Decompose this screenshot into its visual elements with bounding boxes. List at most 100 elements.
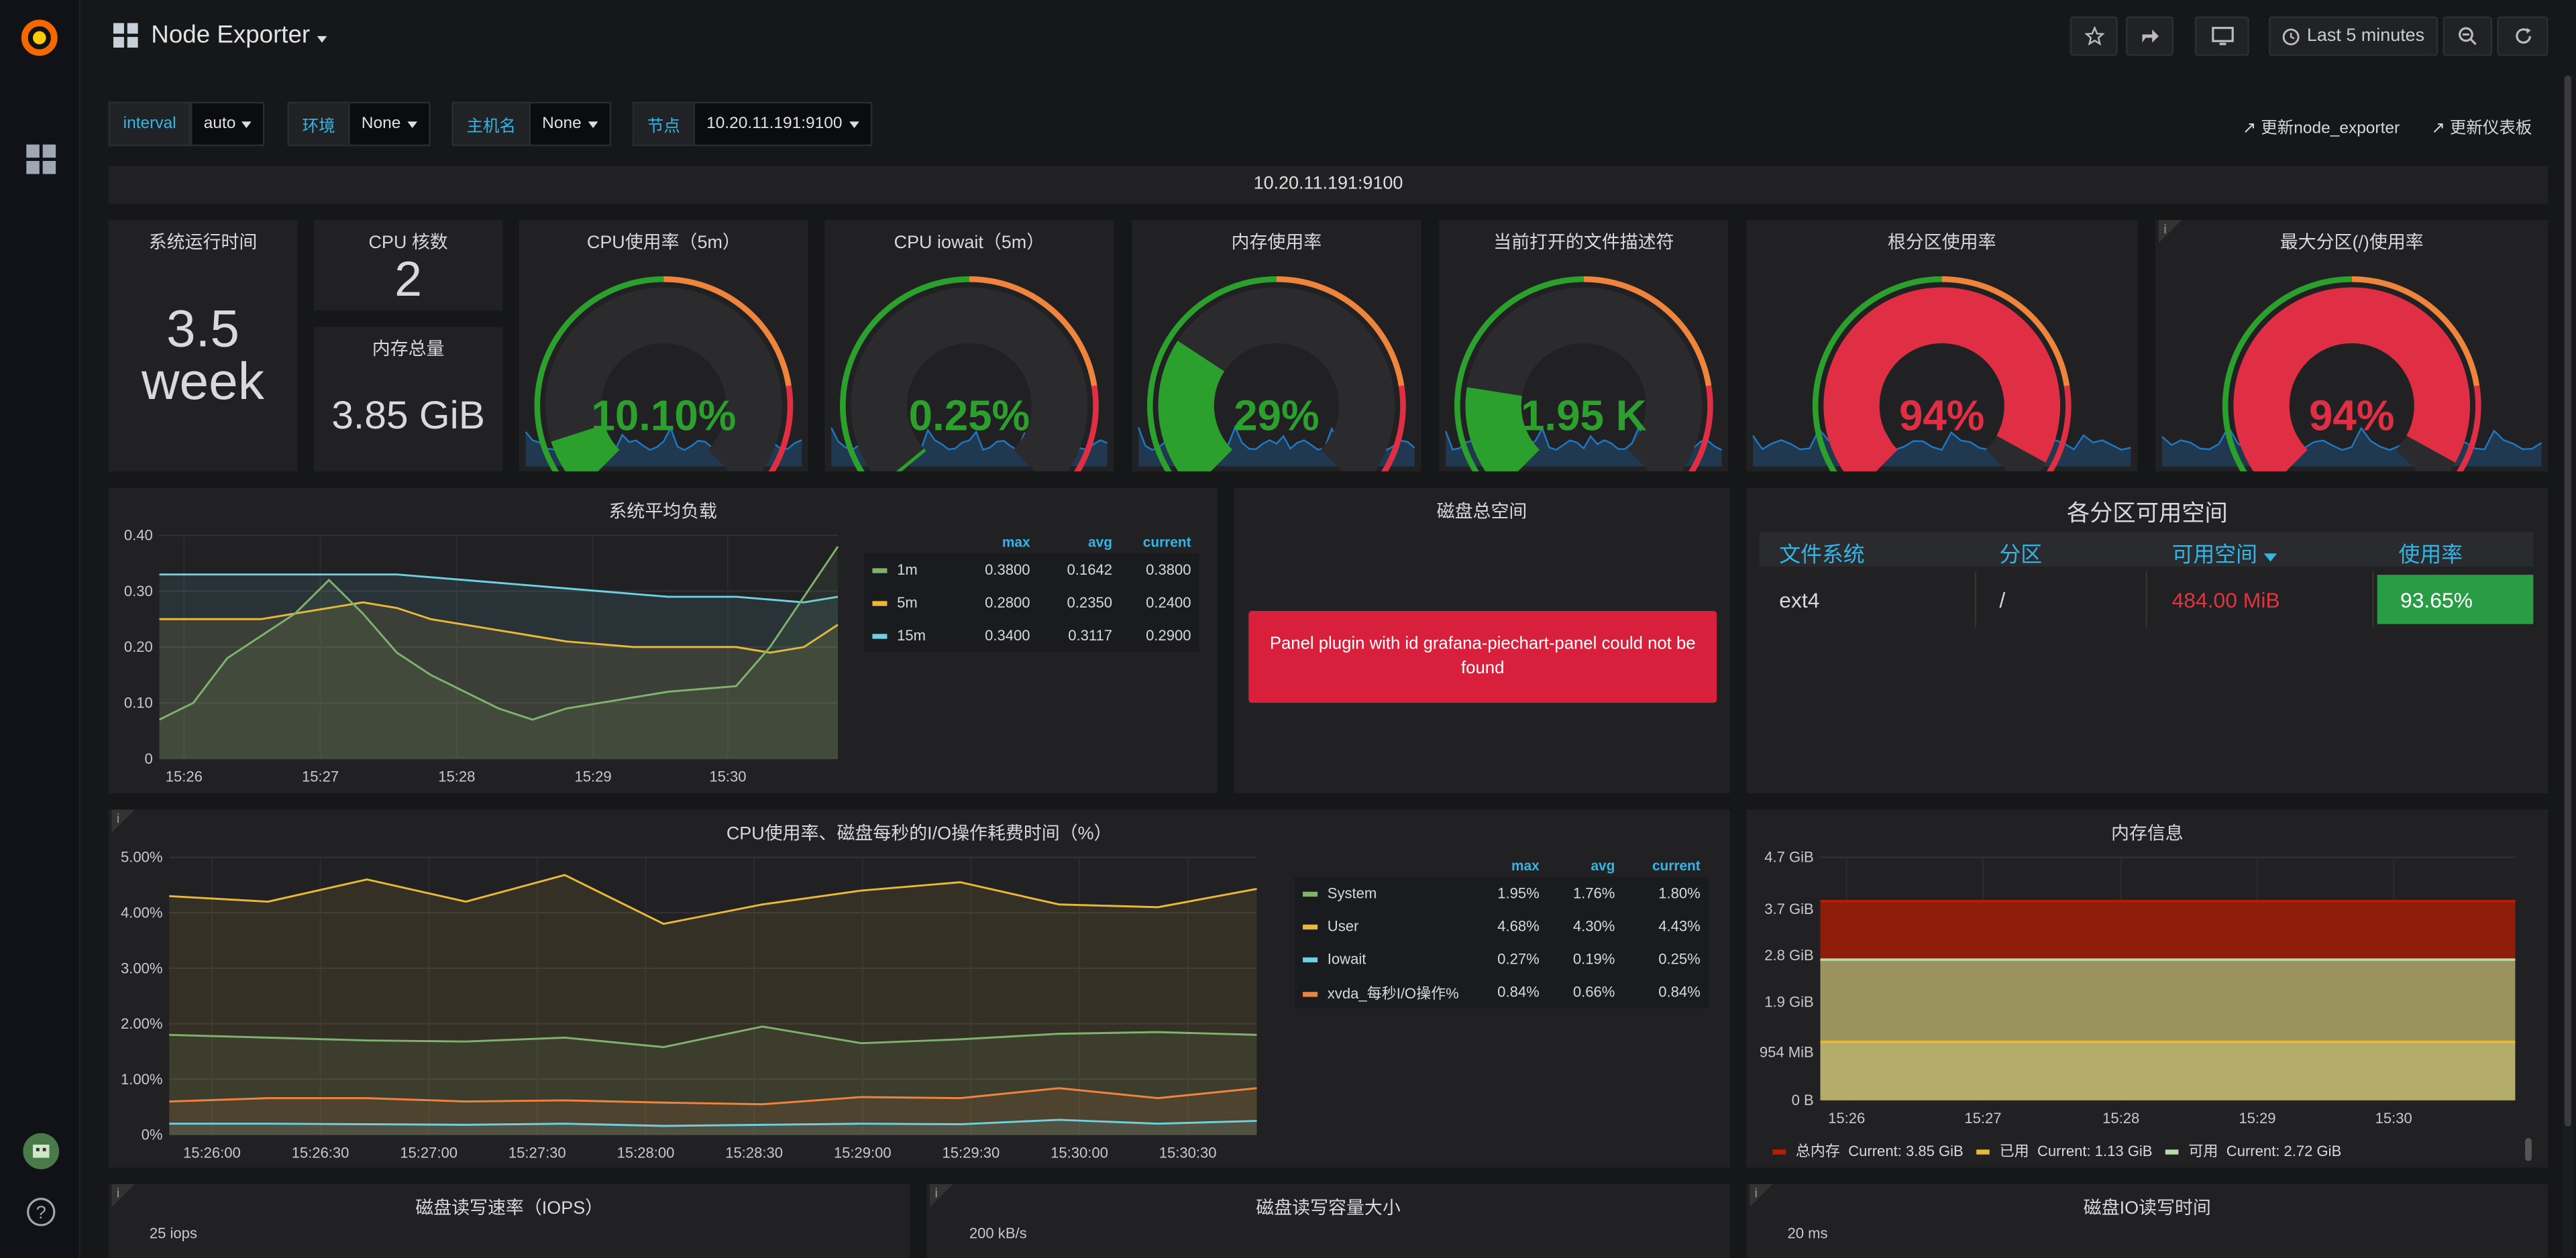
used-mem-area	[1820, 1041, 2516, 1100]
gauge-value: 29%	[1234, 390, 1320, 441]
legend-row[interactable]: Iowait 0.27% 0.19% 0.25%	[1294, 942, 1709, 976]
panel-title: CPU 核数	[368, 233, 448, 253]
series-area	[169, 874, 1257, 1135]
zoom-out-button[interactable]	[2443, 16, 2493, 56]
legend-series[interactable]: 5m	[864, 586, 959, 619]
load-chart[interactable]: 0.40 0.30 0.20 0.10 0 15:26 15:27 15:28 15:29 15:…	[109, 488, 856, 793]
legend-row[interactable]: User 4.68% 4.30% 4.43%	[1294, 909, 1709, 943]
legend-series-name: 已用	[1999, 1143, 2029, 1159]
info-icon[interactable]: i	[1750, 1184, 1773, 1208]
dashboard-title-text: Node Exporter	[151, 21, 311, 50]
legend-series[interactable]: xvda_每秒I/O操作%	[1295, 976, 1472, 1009]
user-avatar-icon[interactable]	[23, 1133, 60, 1169]
legend-series[interactable]: 已用 Current: 1.13 GiB	[1976, 1143, 2152, 1159]
refresh-button[interactable]	[2497, 16, 2548, 56]
legend-series[interactable]: 1m	[864, 553, 959, 586]
threshold-orange	[1941, 276, 2070, 387]
gauge-chart	[830, 276, 1108, 471]
legend-series[interactable]: System	[1295, 877, 1472, 910]
x-tick-label: 15:30	[709, 768, 746, 785]
legend-row[interactable]: xvda_每秒I/O操作% 0.84% 0.66% 0.84%	[1294, 975, 1709, 1009]
gauge-panel: 根分区使用率 94%	[1746, 220, 2138, 471]
external-link-icon: ↗	[2242, 119, 2261, 138]
row-header[interactable]: 10.20.11.191:9100	[108, 166, 2548, 204]
var-node-select[interactable]: 10.20.11.191:9100	[693, 101, 872, 146]
legend-series[interactable]: User	[1295, 910, 1472, 943]
series-line	[159, 573, 839, 604]
disk-throughput-panel: i 磁盘读写容量大小 200 kB/s	[926, 1184, 1730, 1258]
load-legend: max avg current 1m 0.3800 0.1642 0.3800 5m 0.28…	[864, 530, 1199, 652]
legend-header-current[interactable]: current	[1652, 857, 1701, 874]
legend-header-avg[interactable]: avg	[1088, 533, 1112, 551]
col-header-usage[interactable]: 使用率	[2398, 542, 2463, 567]
scrollbar-thumb[interactable]	[2564, 75, 2571, 1127]
series-line	[169, 1119, 1257, 1127]
dashboard-title[interactable]: Node Exporter	[151, 21, 327, 50]
legend-series-name: 1m	[897, 561, 918, 579]
gauge-panel: 内存使用率 29%	[1132, 220, 1421, 471]
cell-mount: /	[1980, 571, 2147, 628]
mem-total-value: 3.85 GiB	[331, 394, 485, 439]
y-tick-label: 954 MiB	[1760, 1043, 1814, 1060]
grafana-logo-icon[interactable]	[18, 16, 61, 59]
gauge-value: 10.10%	[591, 390, 737, 441]
series-area	[159, 602, 838, 759]
col-header-fs[interactable]: 文件系统	[1779, 542, 1865, 567]
gauge-value-arc	[551, 423, 621, 471]
legend-series[interactable]: 15m	[864, 619, 959, 652]
info-icon[interactable]: i	[111, 1184, 135, 1208]
tv-mode-button[interactable]	[2194, 16, 2249, 56]
var-hostname-select[interactable]: None	[529, 101, 611, 146]
var-interval-select[interactable]: auto	[191, 101, 266, 146]
y-tick-label: 1.9 GiB	[1764, 994, 1813, 1011]
legend-row[interactable]: 15m 0.3400 0.3117 0.2900	[864, 619, 1199, 652]
legend-series[interactable]: 可用 Current: 2.72 GiB	[2165, 1143, 2341, 1159]
star-button[interactable]	[2070, 16, 2118, 56]
threshold-green	[1147, 276, 1277, 471]
legend-header-max[interactable]: max	[1002, 533, 1030, 551]
share-button[interactable]	[2126, 16, 2174, 56]
x-tick-label: 15:28	[438, 768, 475, 785]
panel-title: 磁盘读写速率（IOPS）	[415, 1198, 604, 1219]
series-area	[159, 574, 838, 759]
legend-series[interactable]: Iowait	[1295, 943, 1472, 976]
cell-avail: 484.00 MiB	[2151, 571, 2374, 628]
update-exporter-link[interactable]: ↗ 更新node_exporter	[2243, 113, 2400, 138]
legend-header-max[interactable]: max	[1511, 857, 1540, 874]
threshold-red	[1073, 385, 1099, 471]
mem-info-chart[interactable]: 4.7 GiB 3.7 GiB 2.8 GiB 1.9 GiB 954 MiB 0 B 15…	[1746, 809, 2548, 1131]
dashboard-grid-icon	[113, 23, 138, 48]
var-env-select[interactable]: None	[348, 101, 431, 146]
legend-current: 0.3800	[1146, 561, 1191, 579]
legend-row[interactable]: 5m 0.2800 0.2350 0.2400	[864, 586, 1199, 620]
legend-series-name: 可用	[2188, 1143, 2218, 1159]
x-tick-label: 15:27	[1964, 1110, 2001, 1127]
info-icon[interactable]: i	[930, 1184, 953, 1208]
cpu-io-chart[interactable]: 5.00% 4.00% 3.00% 2.00% 1.00% 0% 15:26:00 15:26…	[109, 809, 1275, 1167]
page-scrollbar[interactable]	[2563, 75, 2573, 1258]
legend-header-avg[interactable]: avg	[1591, 857, 1615, 874]
legend-series-name: xvda_每秒I/O操作%	[1327, 984, 1459, 1001]
legend-avg: 0.19%	[1572, 950, 1615, 968]
panel-title: 磁盘总空间	[1436, 502, 1527, 522]
col-header-avail[interactable]: 可用空间	[2172, 537, 2277, 569]
legend-row[interactable]: 1m 0.3800 0.1642 0.3800	[864, 553, 1199, 587]
update-dashboard-link[interactable]: ↗ 更新仪表板	[2432, 113, 2532, 138]
legend-series[interactable]: 总内存 Current: 3.85 GiB	[1772, 1143, 1964, 1159]
chevron-down-icon	[588, 121, 598, 127]
help-icon[interactable]: ?	[26, 1197, 56, 1226]
var-hostname-label: 主机名	[451, 101, 531, 146]
y-tick-label: 0 B	[1792, 1092, 1814, 1108]
col-header-mount[interactable]: 分区	[1999, 542, 2043, 567]
scrollbar[interactable]	[2525, 1138, 2532, 1161]
mem-info-legend: 总内存 Current: 3.85 GiB 已用 Current: 1.13 Gi…	[1772, 1140, 2354, 1161]
dashboards-icon[interactable]	[26, 144, 56, 174]
info-icon[interactable]: i	[111, 809, 135, 833]
uptime-number: 3.5	[166, 298, 239, 358]
legend-row[interactable]: System 1.95% 1.76% 1.80%	[1294, 876, 1709, 910]
update-dashboard-label: 更新仪表板	[2449, 119, 2532, 138]
legend-header-current[interactable]: current	[1142, 533, 1191, 551]
info-icon[interactable]: i	[2158, 220, 2182, 243]
time-picker-button[interactable]: Last 5 minutes	[2269, 16, 2438, 56]
legend-swatch	[1772, 1149, 1786, 1155]
